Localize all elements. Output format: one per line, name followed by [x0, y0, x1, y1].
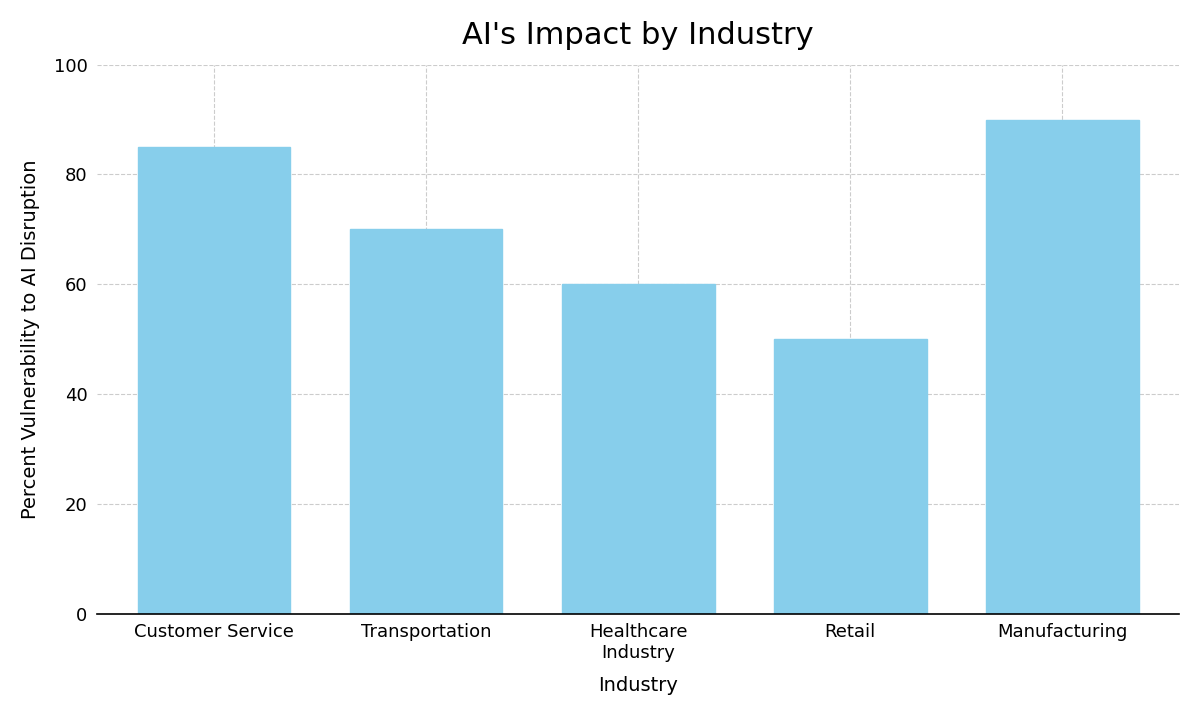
Bar: [138, 147, 290, 614]
Bar: [986, 120, 1139, 614]
Bar: [562, 284, 715, 614]
Y-axis label: Percent Vulnerability to AI Disruption: Percent Vulnerability to AI Disruption: [20, 160, 40, 519]
Bar: [774, 339, 926, 614]
X-axis label: Industry: Industry: [599, 676, 678, 695]
Bar: [349, 229, 503, 614]
Title: AI's Impact by Industry: AI's Impact by Industry: [462, 21, 814, 50]
